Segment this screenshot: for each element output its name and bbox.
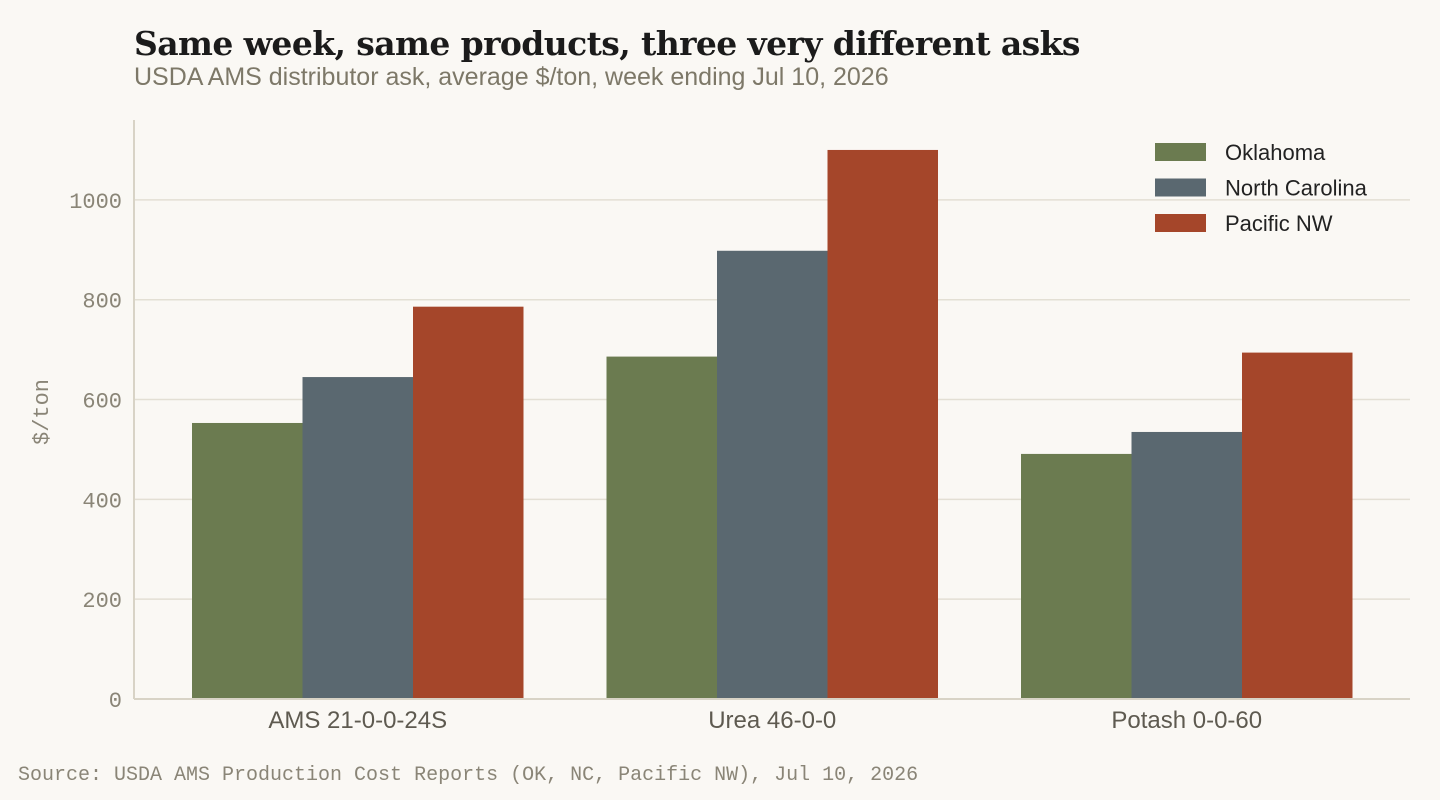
bar	[827, 149, 938, 700]
legend-swatch	[1155, 214, 1206, 232]
y-tick-label: 1000	[69, 190, 122, 215]
legend-label: North Carolina	[1225, 176, 1368, 201]
legend-label: Oklahoma	[1225, 140, 1326, 165]
bar	[1021, 453, 1132, 699]
chart-title: Same week, same products, three very dif…	[134, 24, 1080, 63]
y-tick-label: 200	[82, 589, 122, 614]
y-tick-label: 400	[82, 489, 122, 514]
x-tick-label: Urea 46-0-0	[708, 707, 836, 734]
y-tick-label: 800	[82, 290, 122, 315]
axes: 0 200 400 600 800 1000 AMS 21-0-0-24S Urea 46-0…	[69, 120, 1410, 734]
bars	[192, 149, 1353, 700]
bar	[606, 356, 717, 699]
bar	[1131, 431, 1242, 699]
legend: Oklahoma North Carolina Pacific NW	[1155, 140, 1368, 236]
bar	[192, 422, 303, 699]
bar	[302, 377, 413, 699]
legend-swatch	[1155, 143, 1206, 161]
x-tick-label: AMS 21-0-0-24S	[268, 707, 447, 734]
y-tick-label: 600	[82, 390, 122, 415]
bar	[413, 306, 524, 699]
chart-subtitle: USDA AMS distributor ask, average $/ton,…	[134, 63, 889, 91]
y-axis-label: $/ton	[30, 379, 55, 445]
y-tick-label: 0	[109, 689, 122, 714]
legend-label: Pacific NW	[1225, 211, 1333, 236]
source-note: Source: USDA AMS Production Cost Reports…	[18, 764, 919, 787]
legend-swatch	[1155, 178, 1206, 197]
x-tick-label: Potash 0-0-60	[1111, 707, 1262, 734]
bar	[1242, 352, 1353, 699]
bar	[717, 250, 828, 699]
